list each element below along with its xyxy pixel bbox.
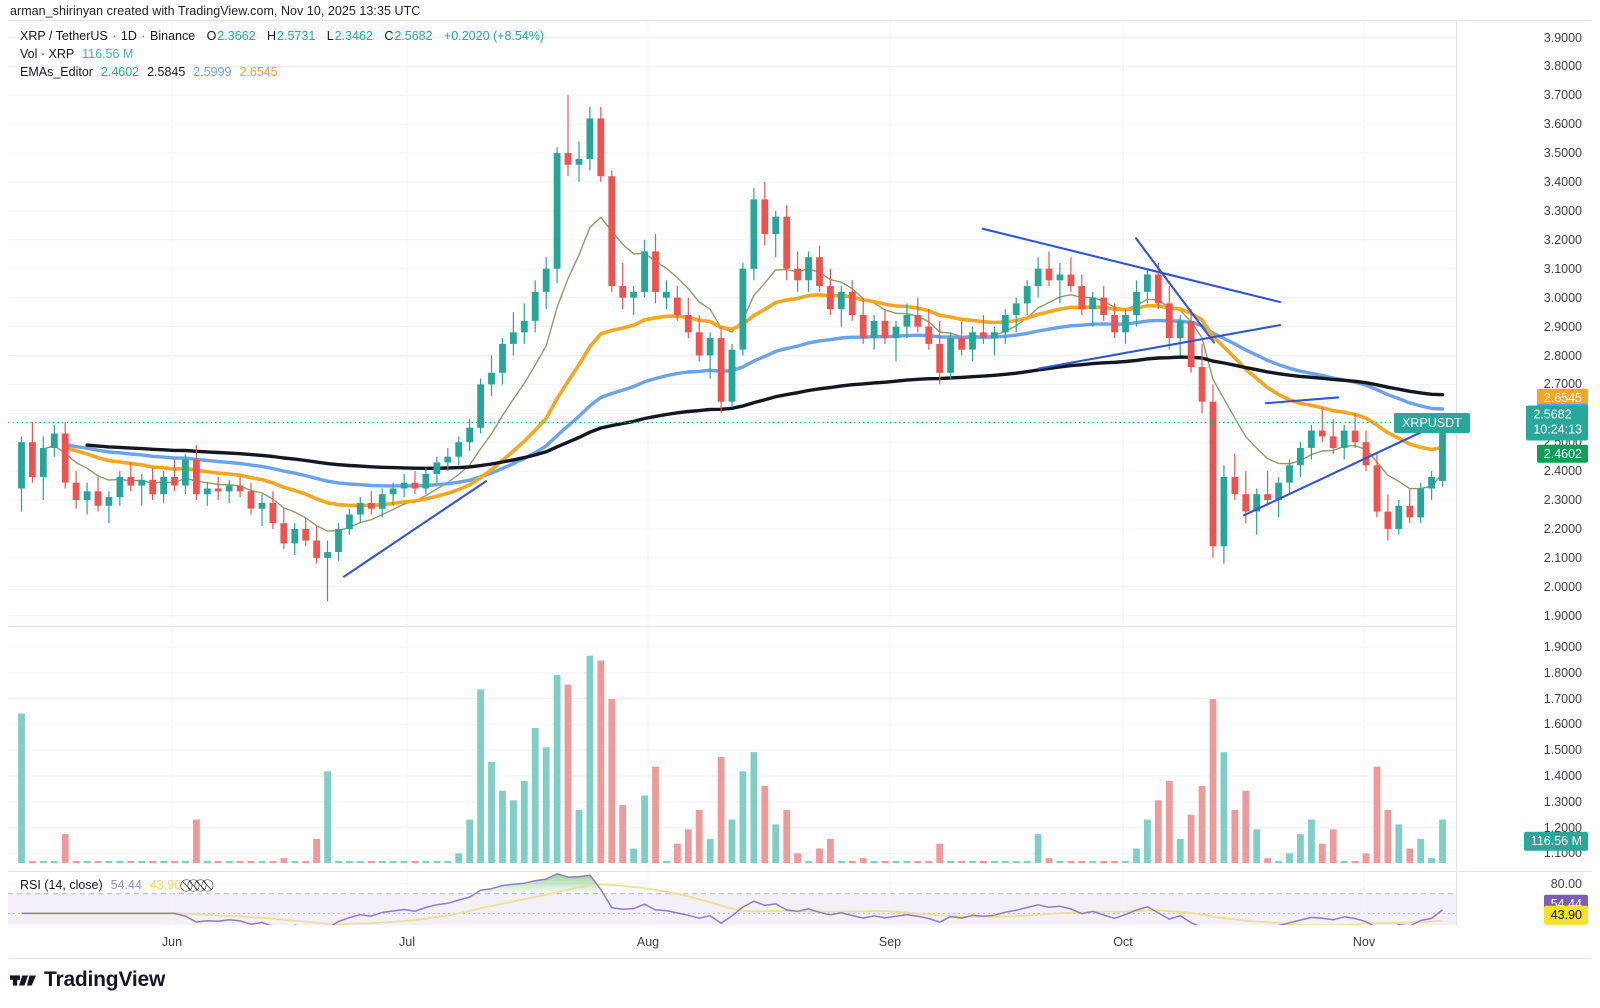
price-tick-label: 2.3000 xyxy=(1543,493,1582,507)
volume-tick-label: 1.6000 xyxy=(1543,717,1582,732)
ema-20-price-badge[interactable]: 2.4602 xyxy=(1536,444,1588,463)
countdown-timer: 10:24:13 xyxy=(1533,422,1582,436)
price-tick-label: 2.9000 xyxy=(1543,319,1582,334)
volume-plot-area[interactable] xyxy=(8,626,1456,871)
volume-tick-label: 1.5000 xyxy=(1543,743,1582,758)
ema-200-price-badge[interactable]: 2.6545 xyxy=(1536,388,1588,407)
time-tick-label[interactable]: Sep xyxy=(878,935,902,949)
price-tick-label: 3.0000 xyxy=(1543,290,1582,305)
price-tick-label: 2.2000 xyxy=(1543,521,1582,536)
price-tick-label: 3.3000 xyxy=(1543,203,1582,218)
rsi-ma-badge[interactable]: 43.90 xyxy=(1543,906,1588,925)
price-tick-label: 2.7000 xyxy=(1543,377,1582,392)
chart-frame: 3.9000 3.8000 3.7000 3.6000 3.5000 3.4000 3.30… xyxy=(8,20,1592,945)
volume-value-badge[interactable]: 116.56 M xyxy=(1523,831,1588,851)
tradingview-wordmark: TradingView xyxy=(44,968,166,991)
time-tick-label[interactable]: Oct xyxy=(1113,935,1133,949)
price-tick-label: 3.8000 xyxy=(1543,59,1582,74)
price-tick-label: 3.1000 xyxy=(1543,261,1582,276)
last-price-badge[interactable]: 2.5682 10:24:13 xyxy=(1526,405,1588,440)
price-pane[interactable]: 3.9000 3.8000 3.7000 3.6000 3.5000 3.4000 3.30… xyxy=(8,21,1592,626)
volume-tick-label: 1.8000 xyxy=(1543,665,1582,680)
price-tick-label: 2.0000 xyxy=(1543,579,1582,594)
volume-pane[interactable]: 1.9000 1.8000 1.7000 1.6000 1.5000 1.4000 1.30… xyxy=(8,626,1592,871)
volume-tick-label: 1.9000 xyxy=(1543,639,1582,654)
price-tick-label: 2.8000 xyxy=(1543,348,1582,363)
time-tick-label[interactable]: Nov xyxy=(1352,935,1376,949)
symbol-price-tag[interactable]: XRPUSDT xyxy=(1394,412,1470,433)
footer-branding: TradingView xyxy=(10,968,165,992)
volume-tick-label: 1.3000 xyxy=(1543,794,1582,809)
price-tick-label: 3.6000 xyxy=(1543,117,1582,132)
price-tick-label: 3.2000 xyxy=(1543,232,1582,247)
time-tick-label[interactable]: Jun xyxy=(161,935,183,949)
price-tick-label: 3.4000 xyxy=(1543,175,1582,189)
volume-tick-label: 1.2000 xyxy=(1543,820,1582,835)
price-tick-label: 3.9000 xyxy=(1543,30,1582,45)
price-series-svg xyxy=(8,21,1456,626)
price-tick-label: 3.5000 xyxy=(1543,146,1582,161)
time-tick-label[interactable]: Aug xyxy=(636,935,660,949)
price-tick-label: 2.1000 xyxy=(1543,550,1582,565)
volume-tick-label: 1.4000 xyxy=(1543,769,1582,783)
volume-axis[interactable]: 1.9000 1.8000 1.7000 1.6000 1.5000 1.4000 1.30… xyxy=(1456,626,1592,871)
price-volume-separator xyxy=(8,626,1592,627)
tradingview-logo-icon xyxy=(10,974,36,986)
rsi-tick-label: 80.00 xyxy=(1550,876,1582,891)
volume-tick-label: 1.7000 xyxy=(1543,691,1582,706)
price-tick-label: 3.7000 xyxy=(1543,88,1582,103)
price-tick-label: 1.9000 xyxy=(1543,608,1582,623)
time-tick-label[interactable]: Jul xyxy=(399,935,415,949)
price-axis[interactable]: 3.9000 3.8000 3.7000 3.6000 3.5000 3.4000 3.30… xyxy=(1456,21,1592,626)
last-price-value: 2.5682 xyxy=(1533,407,1572,421)
watermark-text: arman_shirinyan created with TradingView… xyxy=(10,4,421,18)
time-axis[interactable]: Jun Jul Aug Sep Oct Nov xyxy=(8,925,1592,959)
price-tick-label: 2.4000 xyxy=(1543,464,1582,479)
volume-series-svg xyxy=(8,626,1456,871)
price-plot-area[interactable] xyxy=(8,21,1456,626)
